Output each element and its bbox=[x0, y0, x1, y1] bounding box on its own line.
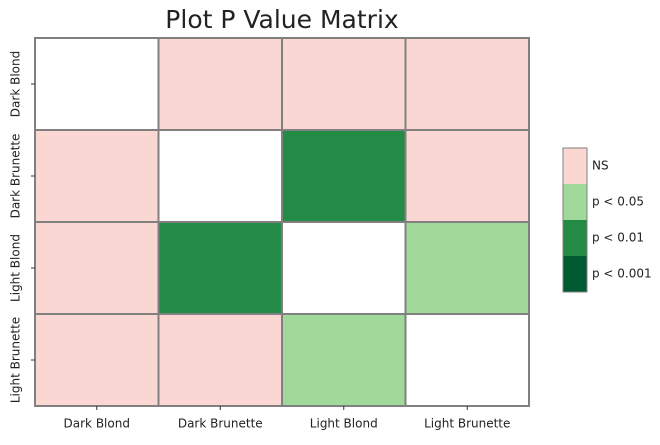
legend-label: p < 0.001 bbox=[592, 267, 652, 281]
x-tick-label: Dark Blond bbox=[64, 417, 130, 431]
heatmap-cell bbox=[404, 313, 530, 407]
legend-swatch bbox=[563, 220, 587, 256]
y-tick-label: Dark Brunette bbox=[9, 134, 23, 219]
heatmap-cell bbox=[281, 313, 407, 407]
heatmap-cell bbox=[34, 37, 160, 131]
heatmap-cell bbox=[34, 221, 160, 315]
heatmap-cell bbox=[157, 37, 283, 131]
heatmap-cell bbox=[404, 37, 530, 131]
chart-title: Plot P Value Matrix bbox=[165, 5, 398, 34]
y-tick-label: Light Blond bbox=[9, 234, 23, 302]
legend-swatch bbox=[563, 184, 587, 220]
x-tick-label: Light Blond bbox=[310, 417, 378, 431]
heatmap-cell bbox=[281, 221, 407, 315]
heatmap-cell bbox=[404, 129, 530, 223]
legend-label: p < 0.05 bbox=[592, 195, 644, 209]
heatmap-cell bbox=[157, 221, 283, 315]
y-tick-label: Light Brunette bbox=[9, 317, 23, 403]
x-tick-label: Light Brunette bbox=[424, 417, 510, 431]
legend-label: p < 0.01 bbox=[592, 231, 644, 245]
heatmap-cell bbox=[281, 129, 407, 223]
legend-swatch bbox=[563, 256, 587, 292]
y-tick-label: Dark Blond bbox=[9, 51, 23, 117]
heatmap-cell bbox=[157, 129, 283, 223]
heatmap-cell bbox=[34, 313, 160, 407]
heatmap-cell bbox=[281, 37, 407, 131]
legend-frame bbox=[562, 147, 588, 293]
legend-swatch bbox=[563, 148, 587, 184]
x-tick-label: Dark Brunette bbox=[178, 417, 263, 431]
heatmap-cell bbox=[157, 313, 283, 407]
heatmap-cell bbox=[404, 221, 530, 315]
heatmap-cell bbox=[34, 129, 160, 223]
legend-label: NS bbox=[592, 159, 609, 173]
